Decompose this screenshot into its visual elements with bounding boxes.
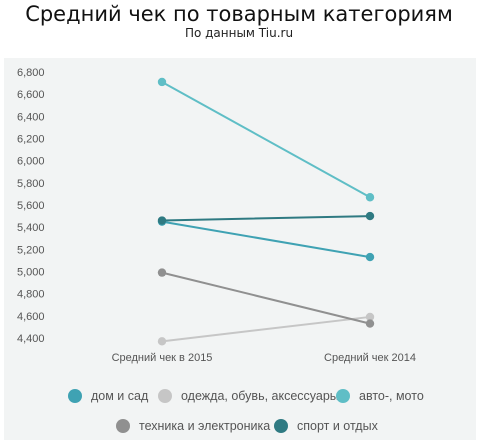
legend-item-odezhda[interactable]: одежда, обувь, аксессуары [158,389,339,403]
data-point [157,268,167,277]
legend-swatch [68,389,82,403]
legend-item-dom-i-sad[interactable]: дом и сад [68,389,148,403]
legend-item-avto-moto[interactable]: авто-, мото [336,389,424,403]
legend-label: дом и сад [91,389,149,403]
data-point [365,211,375,221]
y-tick-label: 6,000 [17,156,45,168]
legend-label: авто-, мото [359,389,424,403]
data-point [157,337,167,346]
legend-swatch [336,389,350,403]
y-tick-label: 6,800 [17,67,45,79]
x-tick-label: Средний чек 2014 [324,352,416,364]
legend-item-tehnika[interactable]: техника и электроника [116,419,270,433]
y-tick-label: 6,600 [17,89,45,101]
legend-swatch [274,419,288,433]
legend-label: спорт и отдых [297,419,378,433]
y-tick-label: 5,600 [17,200,45,212]
data-point [157,216,167,225]
chart-subtitle: По данным Tiu.ru [184,26,294,40]
series-line [161,271,371,325]
x-tick-label: Средний чек в 2015 [112,352,213,364]
data-point [365,252,375,262]
chart-title: Средний чек по товарным категориям [25,2,453,26]
series-line [161,220,371,259]
data-point [157,77,167,87]
data-point [365,312,375,322]
data-point [365,319,375,328]
y-tick-label: 5,800 [17,178,45,190]
y-tick-label: 4,600 [17,311,45,323]
y-tick-label: 4,800 [17,289,45,301]
y-tick-label: 6,400 [17,111,45,123]
data-point [365,193,375,202]
series-line [161,215,371,222]
legend-swatch [116,419,130,433]
series-line [161,315,371,343]
legend-item-sport[interactable]: спорт и отдых [274,419,378,433]
series-line [161,80,371,199]
y-tick-label: 4,400 [17,333,45,345]
legend-label: одежда, обувь, аксессуары [181,389,339,403]
y-tick-label: 5,400 [17,222,45,234]
y-tick-label: 5,200 [17,244,45,256]
chart-panel [4,58,476,440]
legend-swatch [158,389,172,403]
y-tick-label: 5,000 [17,267,45,279]
legend-label: техника и электроника [139,419,271,433]
y-tick-label: 6,200 [17,134,45,146]
